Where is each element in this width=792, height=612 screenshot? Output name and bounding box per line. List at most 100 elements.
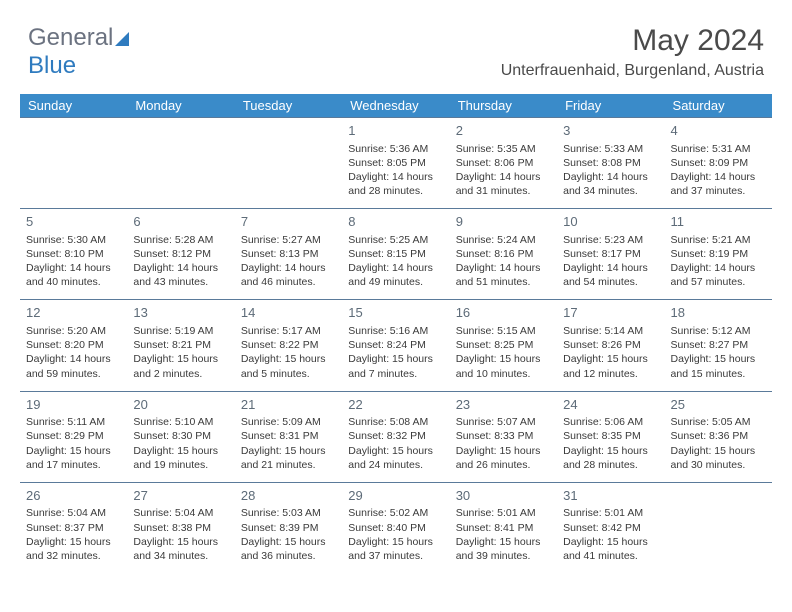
calendar-empty-cell [20, 118, 127, 209]
sunrise-line: Sunrise: 5:20 AM [26, 324, 121, 338]
calendar-day-cell: 14Sunrise: 5:17 AMSunset: 8:22 PMDayligh… [235, 300, 342, 391]
calendar-day-cell: 6Sunrise: 5:28 AMSunset: 8:12 PMDaylight… [127, 209, 234, 300]
day-number: 12 [26, 304, 121, 322]
day-number: 8 [348, 213, 443, 231]
day-number: 25 [671, 396, 766, 414]
daylight-line-2: and 12 minutes. [563, 367, 658, 381]
calendar-day-cell: 24Sunrise: 5:06 AMSunset: 8:35 PMDayligh… [557, 391, 664, 482]
daylight-line-2: and 59 minutes. [26, 367, 121, 381]
sunset-line: Sunset: 8:17 PM [563, 247, 658, 261]
day-number: 27 [133, 487, 228, 505]
daylight-line-1: Daylight: 14 hours [26, 352, 121, 366]
sunrise-line: Sunrise: 5:24 AM [456, 233, 551, 247]
sunset-line: Sunset: 8:16 PM [456, 247, 551, 261]
calendar-week-row: 26Sunrise: 5:04 AMSunset: 8:37 PM Dayligh… [20, 482, 772, 573]
day-number: 11 [671, 213, 766, 231]
sunrise-line: Sunrise: 5:07 AM [456, 415, 551, 429]
daylight-line-2: and 10 minutes. [456, 367, 551, 381]
daylight-line-2: and 43 minutes. [133, 275, 228, 289]
logo-text: General Blue [28, 24, 129, 80]
sunset-line: Sunset: 8:05 PM [348, 156, 443, 170]
daylight-line-1: Daylight: 15 hours [563, 352, 658, 366]
calendar-body: 1Sunrise: 5:36 AMSunset: 8:05 PMDaylight… [20, 118, 772, 574]
logo-part2: Blue [28, 52, 76, 79]
calendar-day-cell: 10 Sunrise: 5:23 AMSunset: 8:17 PMDayligh… [557, 209, 664, 300]
sunset-line: Sunset: 8:32 PM [348, 429, 443, 443]
daylight-line-1: Daylight: 15 hours [563, 444, 658, 458]
daylight-line-2: and 2 minutes. [133, 367, 228, 381]
logo-triangle-icon [115, 32, 129, 46]
logo-part1: General [28, 24, 113, 51]
daylight-line-1: Daylight: 14 hours [563, 170, 658, 184]
calendar-day-cell: 23Sunrise: 5:07 AMSunset: 8:33 PMDayligh… [450, 391, 557, 482]
sunset-line: Sunset: 8:33 PM [456, 429, 551, 443]
day-number: 3 [563, 122, 658, 140]
sunset-line: Sunset: 8:42 PM [563, 521, 658, 535]
sunset-line: Sunset: 8:10 PM [26, 247, 121, 261]
calendar-day-cell: 21Sunrise: 5:09 AMSunset: 8:31 PMDayligh… [235, 391, 342, 482]
sunset-line: Sunset: 8:30 PM [133, 429, 228, 443]
day-number: 30 [456, 487, 551, 505]
calendar-day-cell: 7Sunrise: 5:27 AMSunset: 8:13 PMDaylight… [235, 209, 342, 300]
weekday-header: Monday [127, 94, 234, 118]
sunset-line: Sunset: 8:29 PM [26, 429, 121, 443]
calendar-day-cell: 26Sunrise: 5:04 AMSunset: 8:37 PMDayligh… [20, 482, 127, 573]
sunrise-line: Sunrise: 5:23 AM [563, 233, 658, 247]
day-number: 14 [241, 304, 336, 322]
calendar-day-cell: 16Sunrise: 5:15 AMSunset: 8:25 PMDayligh… [450, 300, 557, 391]
calendar-day-cell: 18Sunrise: 5:12 AMSunset: 8:27 PMDayligh… [665, 300, 772, 391]
daylight-line-1: Daylight: 15 hours [133, 444, 228, 458]
calendar-week-row: 19Sunrise: 5:11 AMSunset: 8:29 PMDayligh… [20, 391, 772, 482]
daylight-line-2: and 32 minutes. [26, 549, 121, 563]
daylight-line-1: Daylight: 15 hours [26, 444, 121, 458]
day-number: 31 [563, 487, 658, 505]
day-number: 10 [563, 213, 658, 231]
daylight-line-2: and 57 minutes. [671, 275, 766, 289]
sunrise-line: Sunrise: 5:19 AM [133, 324, 228, 338]
sunrise-line: Sunrise: 5:01 AM [563, 506, 658, 520]
sunset-line: Sunset: 8:06 PM [456, 156, 551, 170]
calendar-table: SundayMondayTuesdayWednesdayThursdayFrid… [20, 94, 772, 573]
sunrise-line: Sunrise: 5:33 AM [563, 142, 658, 156]
calendar-day-cell: 15Sunrise: 5:16 AMSunset: 8:24 PMDayligh… [342, 300, 449, 391]
daylight-line-2: and 37 minutes. [671, 184, 766, 198]
daylight-line-1: Daylight: 14 hours [241, 261, 336, 275]
day-number: 29 [348, 487, 443, 505]
sunset-line: Sunset: 8:37 PM [26, 521, 121, 535]
sunrise-line: Sunrise: 5:30 AM [26, 233, 121, 247]
sunrise-line: Sunrise: 5:17 AM [241, 324, 336, 338]
sunrise-line: Sunrise: 5:14 AM [563, 324, 658, 338]
sunrise-line: Sunrise: 5:03 AM [241, 506, 336, 520]
daylight-line-2: and 26 minutes. [456, 458, 551, 472]
sunset-line: Sunset: 8:41 PM [456, 521, 551, 535]
daylight-line-1: Daylight: 15 hours [241, 352, 336, 366]
day-number: 4 [671, 122, 766, 140]
day-number: 24 [563, 396, 658, 414]
daylight-line-2: and 34 minutes. [563, 184, 658, 198]
sunset-line: Sunset: 8:12 PM [133, 247, 228, 261]
calendar-week-row: 1Sunrise: 5:36 AMSunset: 8:05 PMDaylight… [20, 118, 772, 209]
calendar-day-cell: 5Sunrise: 5:30 AMSunset: 8:10 PMDaylight… [20, 209, 127, 300]
calendar-day-cell: 1Sunrise: 5:36 AMSunset: 8:05 PMDaylight… [342, 118, 449, 209]
day-number: 26 [26, 487, 121, 505]
sunset-line: Sunset: 8:09 PM [671, 156, 766, 170]
calendar-day-cell: 17Sunrise: 5:14 AMSunset: 8:26 PMDayligh… [557, 300, 664, 391]
calendar-header-row: SundayMondayTuesdayWednesdayThursdayFrid… [20, 94, 772, 118]
calendar-day-cell: 28Sunrise: 5:03 AMSunset: 8:39 PMDayligh… [235, 482, 342, 573]
day-number: 6 [133, 213, 228, 231]
daylight-line-1: Daylight: 14 hours [563, 261, 658, 275]
calendar-empty-cell [235, 118, 342, 209]
sunset-line: Sunset: 8:25 PM [456, 338, 551, 352]
sunrise-line: Sunrise: 5:28 AM [133, 233, 228, 247]
sunrise-line: Sunrise: 5:06 AM [563, 415, 658, 429]
daylight-line-1: Daylight: 14 hours [671, 170, 766, 184]
day-number: 5 [26, 213, 121, 231]
header: General Blue May 2024 Unterfrauenhaid, B… [0, 0, 792, 86]
daylight-line-1: Daylight: 15 hours [241, 535, 336, 549]
sunset-line: Sunset: 8:27 PM [671, 338, 766, 352]
daylight-line-1: Daylight: 14 hours [348, 170, 443, 184]
sunrise-line: Sunrise: 5:04 AM [26, 506, 121, 520]
daylight-line-2: and 28 minutes. [348, 184, 443, 198]
sunrise-line: Sunrise: 5:10 AM [133, 415, 228, 429]
weekday-header: Saturday [665, 94, 772, 118]
